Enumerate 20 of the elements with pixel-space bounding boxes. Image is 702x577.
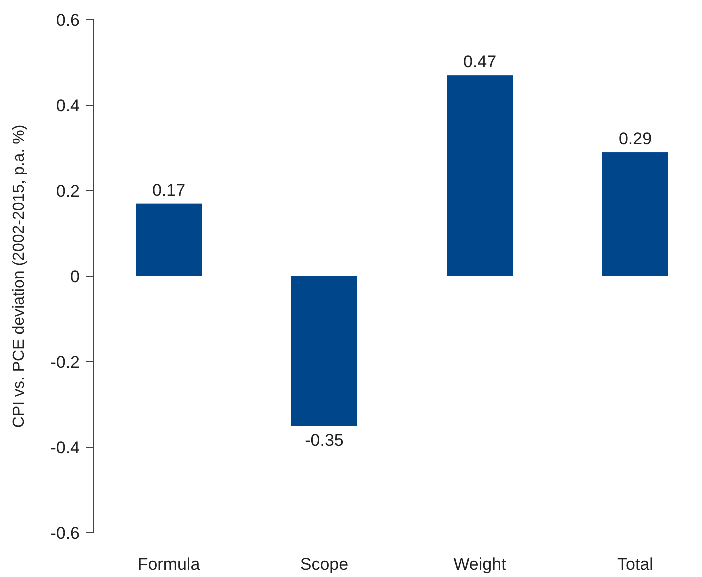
data-label: 0.47 xyxy=(463,52,497,72)
x-tick-label: Formula xyxy=(138,555,201,574)
data-label: 0.17 xyxy=(152,180,186,200)
bar xyxy=(447,76,513,276)
bar xyxy=(136,204,202,276)
bar xyxy=(602,152,668,276)
y-tick-label: 0 xyxy=(70,267,80,286)
y-axis-title: CPI vs. PCE deviation (2002-2015, p.a. %) xyxy=(11,124,28,428)
data-label: 0.29 xyxy=(618,130,652,149)
y-tick-label: 0.2 xyxy=(56,182,80,201)
y-tick-label: -0.2 xyxy=(50,352,80,372)
bar xyxy=(292,276,358,426)
y-tick-label: -0.6 xyxy=(50,524,80,543)
x-tick-label: Weight xyxy=(454,555,507,574)
data-label: -0.35 xyxy=(305,431,344,450)
x-tick-label: Scope xyxy=(300,555,349,574)
y-tick-label: -0.4 xyxy=(50,438,80,458)
y-tick-label: 0.6 xyxy=(56,10,80,30)
y-tick-label: 0.4 xyxy=(56,96,80,116)
x-tick-label: Total xyxy=(618,555,654,574)
